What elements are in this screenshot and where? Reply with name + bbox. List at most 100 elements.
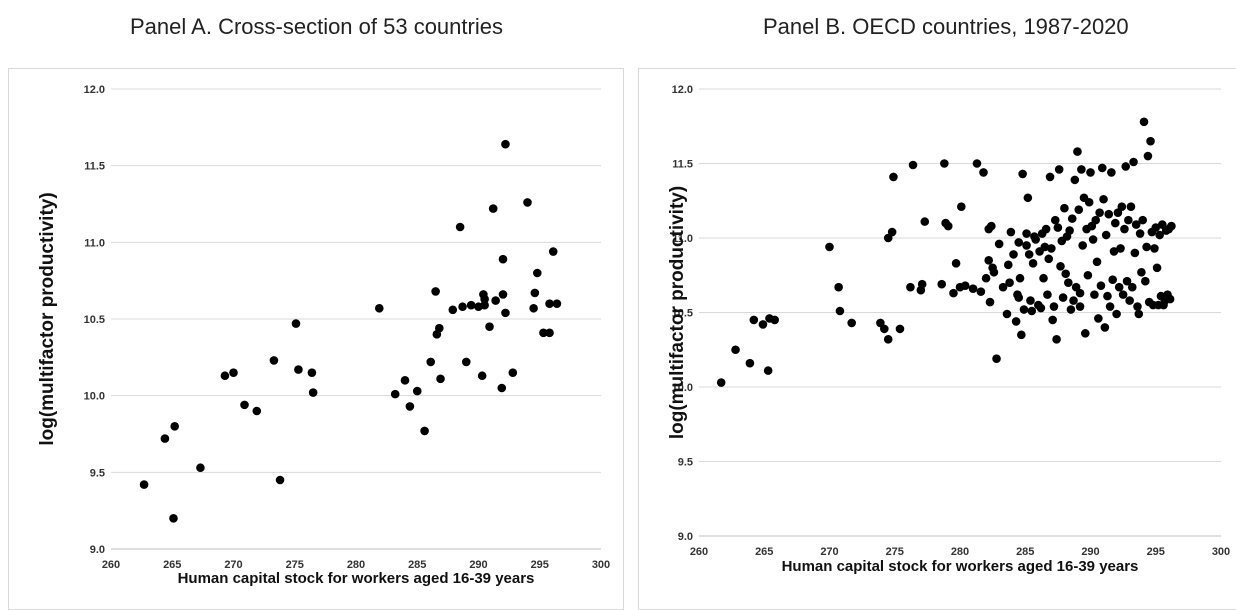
data-point	[895, 324, 905, 334]
data-point	[1048, 315, 1057, 325]
data-point	[1015, 273, 1025, 283]
data-point	[1080, 329, 1090, 338]
data-point	[940, 159, 949, 168]
y-tick-label: 11.5	[672, 159, 693, 171]
x-tick-label: 280	[347, 559, 365, 571]
data-point	[1084, 197, 1094, 207]
data-point	[458, 302, 467, 312]
y-tick-label: 10.5	[84, 314, 105, 326]
y-tick-label: 9.5	[90, 467, 105, 479]
data-point	[917, 279, 927, 289]
data-point	[1114, 282, 1124, 292]
data-point	[716, 378, 726, 387]
data-point	[269, 356, 279, 365]
data-point	[1064, 278, 1073, 287]
x-tick-label: 295	[531, 559, 549, 571]
panel-a-title: Panel A. Cross-section of 53 countries	[130, 14, 503, 39]
data-point	[1091, 215, 1101, 225]
data-point	[1095, 208, 1104, 217]
data-point	[1090, 290, 1099, 299]
data-point	[989, 267, 999, 277]
data-point	[1107, 168, 1116, 177]
data-point	[374, 303, 384, 313]
y-tick-label: 12.0	[84, 84, 105, 96]
data-point	[1086, 168, 1095, 177]
data-point	[943, 221, 953, 231]
data-point	[508, 368, 518, 377]
data-point	[501, 308, 510, 318]
x-tick-label: 270	[224, 559, 242, 571]
data-point	[1122, 276, 1132, 286]
y-tick-label: 10.0	[672, 382, 693, 394]
data-point	[488, 204, 498, 213]
data-point	[987, 221, 996, 231]
data-point	[1094, 314, 1103, 323]
data-point	[1167, 221, 1176, 231]
data-point	[435, 323, 444, 333]
data-point	[1137, 267, 1146, 277]
data-point	[461, 357, 471, 367]
data-point	[1023, 193, 1033, 203]
data-point	[1110, 218, 1120, 228]
y-axis-label: log(multifactor productivity)	[37, 192, 58, 445]
data-point	[1099, 194, 1108, 204]
data-point	[1024, 250, 1034, 259]
y-tick-label: 9.0	[90, 544, 105, 556]
data-point	[1005, 278, 1014, 287]
data-point	[405, 402, 415, 411]
x-tick-label: 295	[1147, 546, 1165, 558]
data-point	[984, 256, 994, 265]
y-tick-label: 11.0	[84, 237, 105, 249]
data-point	[1135, 229, 1145, 238]
data-point	[1056, 262, 1065, 271]
y-tick-label: 11.5	[84, 161, 105, 173]
data-point	[426, 357, 436, 367]
data-point	[981, 273, 991, 283]
data-point	[1143, 151, 1153, 161]
data-point	[835, 306, 845, 316]
x-tick-label: 275	[886, 546, 904, 558]
data-point	[1017, 330, 1026, 340]
data-point	[466, 300, 476, 310]
data-point	[275, 475, 285, 485]
data-point	[160, 434, 170, 443]
data-point	[957, 202, 966, 212]
data-point	[1151, 223, 1161, 232]
data-point	[1124, 215, 1133, 225]
x-tick-label: 265	[163, 559, 181, 571]
data-point	[1022, 241, 1031, 250]
panel-b-title: Panel B. OECD countries, 1987-2020	[763, 14, 1129, 39]
data-point	[1152, 263, 1162, 273]
y-axis-label: log(multifactor productivity)	[667, 186, 688, 439]
data-point	[1142, 242, 1151, 252]
data-point	[498, 290, 508, 299]
data-point	[220, 371, 230, 381]
data-point	[1006, 227, 1016, 237]
data-point	[731, 345, 740, 355]
data-point	[523, 198, 532, 207]
data-point	[1146, 136, 1155, 146]
data-point	[1155, 230, 1164, 240]
data-point	[1031, 235, 1040, 244]
data-point	[1009, 250, 1018, 259]
data-point	[1126, 202, 1136, 212]
scatter-plot-b: 9.0 9.5 10.0 10.5 11.0 11.5 12.0 260 265 270 275 28…	[667, 84, 1230, 575]
data-point	[749, 315, 759, 325]
data-point	[985, 297, 995, 307]
data-point	[1109, 247, 1119, 256]
data-point	[1011, 317, 1021, 326]
data-point	[1088, 235, 1098, 244]
y-tick-label: 9.5	[678, 457, 693, 469]
data-point	[847, 318, 856, 328]
data-point	[1069, 296, 1078, 305]
data-point	[1165, 294, 1175, 304]
data-point	[937, 279, 947, 289]
data-point	[1070, 175, 1080, 185]
data-point	[1044, 254, 1054, 264]
data-point	[240, 400, 249, 410]
data-point	[139, 480, 149, 489]
data-point	[1097, 163, 1107, 173]
data-point	[960, 281, 970, 290]
data-point	[480, 300, 489, 310]
data-point	[1096, 281, 1106, 290]
